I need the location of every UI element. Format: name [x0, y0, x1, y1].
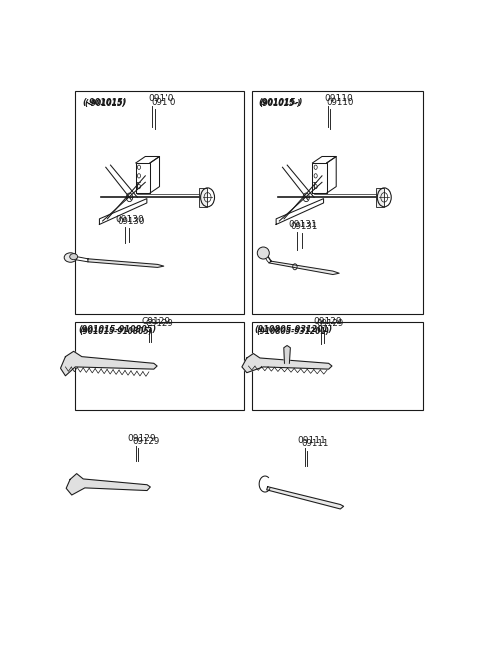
Text: 09129: 09129 [314, 317, 342, 327]
Text: 09130: 09130 [115, 215, 144, 223]
Ellipse shape [257, 247, 269, 259]
Text: 09110: 09110 [326, 98, 353, 106]
Polygon shape [267, 487, 344, 509]
Text: 09129: 09129 [132, 437, 160, 445]
Text: 09111: 09111 [302, 439, 329, 448]
Polygon shape [66, 474, 150, 495]
Text: (901015-910805): (901015-910805) [79, 325, 157, 334]
Text: 09130: 09130 [118, 217, 145, 225]
Bar [252, 322, 423, 410]
Text: 09131: 09131 [288, 220, 317, 229]
Polygon shape [284, 346, 290, 363]
Ellipse shape [64, 253, 77, 262]
Polygon shape [88, 259, 164, 267]
Bar [252, 91, 423, 314]
Polygon shape [60, 351, 157, 376]
Text: (901015-910805): (901015-910805) [79, 327, 153, 336]
Bar [199, 188, 207, 207]
Bar [75, 91, 244, 314]
Text: 09131: 09131 [290, 221, 318, 231]
Bar [75, 322, 244, 410]
Text: (-901015): (-901015) [84, 99, 126, 108]
Text: (901015-): (901015-) [258, 97, 303, 106]
Ellipse shape [70, 254, 78, 260]
Text: (910805-931201): (910805-931201) [254, 325, 333, 334]
Text: C9129: C9129 [141, 317, 170, 327]
Polygon shape [269, 261, 339, 275]
Text: 09111: 09111 [297, 436, 326, 445]
Bar [376, 188, 384, 207]
Text: C9129: C9129 [145, 319, 173, 328]
Text: 09110: 09110 [324, 94, 353, 103]
Text: 09129: 09129 [128, 434, 156, 443]
Text: (901015-): (901015-) [259, 99, 300, 108]
Text: 091'0: 091'0 [148, 94, 174, 103]
Text: (-901015): (-901015) [83, 97, 127, 106]
Text: 091'0: 091'0 [151, 98, 176, 106]
Text: 09129: 09129 [317, 319, 344, 328]
Text: (910805-931201): (910805-931201) [256, 327, 330, 336]
Polygon shape [242, 353, 332, 373]
